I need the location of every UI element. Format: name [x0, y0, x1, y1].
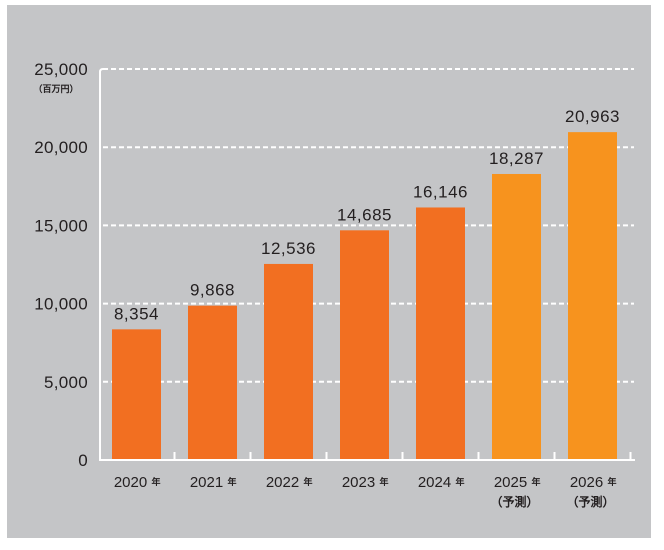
x-tick-label: 2023	[342, 474, 375, 491]
x-tick-suffix: 年	[608, 476, 617, 488]
bar	[264, 263, 313, 459]
x-tick-suffix: 年	[380, 476, 389, 488]
value-label: 14,685	[337, 205, 392, 224]
x-tick-suffix: 年	[152, 476, 161, 488]
value-label: 18,287	[489, 149, 544, 168]
x-tick-label: 2020	[114, 474, 147, 491]
y-axis-line	[99, 68, 104, 460]
value-label: 9,868	[190, 281, 235, 300]
y-tick-label: 20,000	[34, 138, 88, 157]
bars	[112, 132, 617, 460]
x-tick-label: 2022	[266, 474, 299, 491]
labels: 0 5,000 10,000 15,000 20,000 25,000 8,354 2020 年…	[34, 60, 620, 509]
value-label: 16,146	[413, 182, 468, 201]
y-tick-label: 15,000	[34, 216, 88, 235]
y-tick-label: 10,000	[34, 295, 88, 314]
value-label: 12,536	[261, 239, 316, 258]
y-tick-label: 25,000	[34, 60, 88, 79]
y-tick-label: 0	[78, 451, 88, 470]
value-label: 8,354	[114, 304, 159, 323]
x-tick-label: 2026	[570, 474, 603, 491]
bar-forecast	[568, 132, 617, 460]
x-tick-sublabel: （予測）	[566, 494, 614, 509]
unit-label: （百万円）	[33, 84, 78, 95]
axes	[99, 68, 635, 461]
value-label: 20,963	[565, 107, 620, 126]
bar-forecast	[492, 173, 541, 459]
x-tick-suffix: 年	[228, 476, 237, 488]
x-tick-sublabel: （予測）	[490, 494, 538, 509]
y-tick-label: 5,000	[44, 373, 88, 392]
bar	[188, 305, 237, 459]
bar	[112, 329, 161, 459]
x-tick-label: 2024	[418, 474, 451, 491]
bar	[416, 207, 465, 459]
x-tick-suffix: 年	[304, 476, 313, 488]
x-tick-label: 2021	[190, 474, 223, 491]
x-tick-suffix: 年	[532, 476, 541, 488]
bar	[340, 230, 389, 459]
x-tick-label: 2025	[494, 474, 527, 491]
x-tick-suffix: 年	[456, 476, 465, 488]
